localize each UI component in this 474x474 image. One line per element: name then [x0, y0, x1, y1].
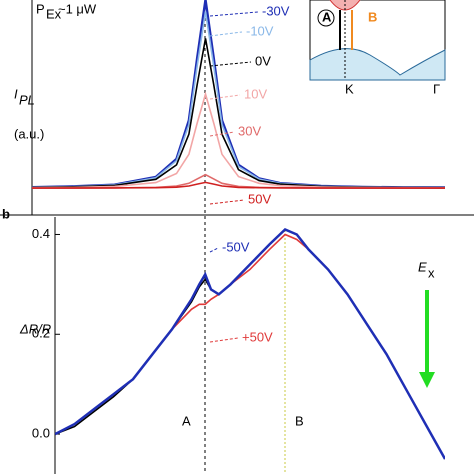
series-line [32, 91, 445, 189]
annotation: P [36, 1, 45, 16]
band [309, 48, 446, 81]
annotation: K [345, 81, 354, 96]
y-tick-label: 0.4 [32, 226, 50, 241]
series-label: -10V [246, 23, 274, 38]
annotation: Γ [433, 81, 440, 96]
label-leader [209, 11, 259, 17]
annotation: B [368, 9, 377, 24]
series-label: -50V [222, 239, 250, 254]
y-tick-label: 0.2 [32, 326, 50, 341]
series-label: -30V [262, 3, 290, 18]
annotation: I [14, 86, 18, 101]
inset [309, 0, 446, 81]
annotation: Ex [46, 6, 62, 21]
series-label: 10V [244, 86, 267, 101]
series-line [55, 233, 445, 460]
label-leader [209, 61, 252, 67]
series-label: +50V [242, 329, 273, 344]
series-label: 30V [238, 123, 261, 138]
series-line [32, 181, 445, 189]
series-label: 50V [248, 191, 271, 206]
series-line [55, 228, 445, 460]
label-leader [209, 337, 239, 343]
label-leader [209, 94, 241, 100]
a-circle [317, 9, 335, 27]
annotation: x [428, 265, 435, 280]
annotation: ~1 μW [58, 1, 97, 16]
annotation: E [418, 259, 427, 274]
annotation: ΔR/R [19, 321, 51, 336]
ex-arrowhead [419, 372, 435, 388]
annotation: b [2, 206, 10, 221]
label-leader [209, 31, 243, 37]
series-label: 0V [255, 53, 271, 68]
annotation: PL [19, 92, 35, 107]
y-tick-label: 0.0 [32, 426, 50, 441]
annotation: A [322, 9, 332, 24]
annotation: (a.u.) [14, 126, 44, 141]
annotation: A [182, 413, 191, 428]
label-leader [209, 199, 245, 205]
label-leader [209, 247, 219, 253]
label-leader [209, 131, 235, 137]
annotation: B [295, 413, 304, 428]
